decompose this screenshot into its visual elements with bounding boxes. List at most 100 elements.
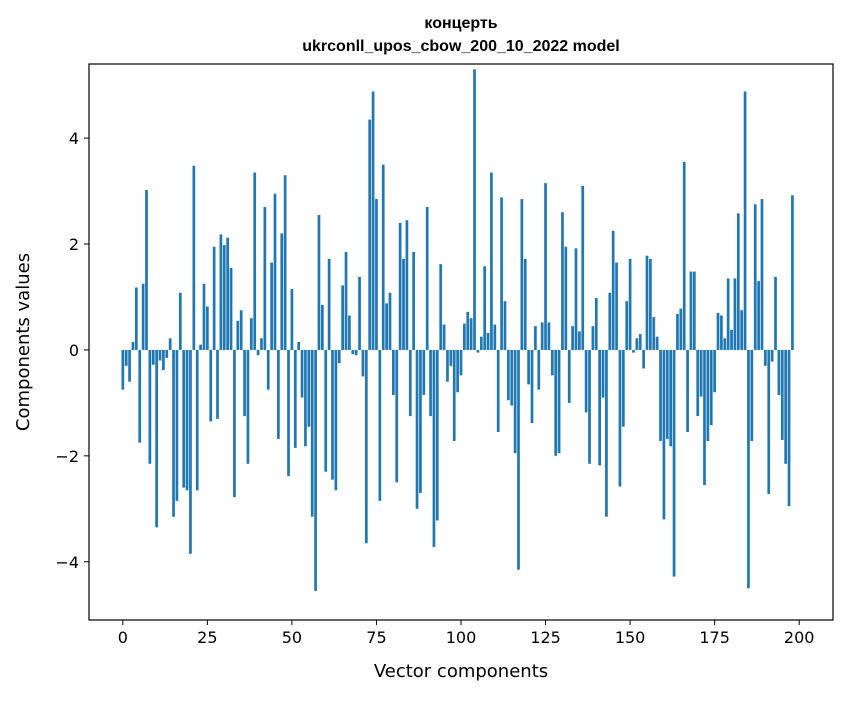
bar-component-152	[635, 338, 639, 350]
x-tick-label: 50	[282, 628, 302, 647]
bar-component-40	[256, 349, 260, 356]
bar-component-162	[669, 349, 673, 447]
bar-component-8	[148, 349, 152, 464]
bar-component-32	[229, 267, 233, 350]
bar-component-74	[371, 91, 375, 350]
bar-component-43	[266, 349, 270, 390]
bar-component-89	[422, 349, 426, 395]
bar-component-125	[544, 183, 547, 350]
bar-component-10	[155, 349, 158, 528]
bar-component-113	[503, 301, 507, 350]
x-tick-label: 175	[699, 628, 730, 647]
bar-component-30	[222, 245, 226, 350]
bar-component-64	[337, 349, 341, 364]
bar-component-151	[632, 349, 635, 353]
bar-component-177	[720, 315, 723, 350]
bar-component-99	[456, 349, 459, 393]
bar-component-66	[344, 251, 348, 350]
bar-component-92	[432, 349, 436, 547]
bar-component-11	[158, 349, 162, 361]
bar-component-85	[408, 349, 412, 417]
bar-component-27	[212, 246, 216, 350]
bar-component-155	[645, 255, 649, 350]
bar-component-105	[476, 349, 480, 353]
bar-component-129	[557, 349, 561, 454]
bar-component-117	[517, 349, 520, 570]
bar-component-163	[672, 349, 676, 577]
bar-component-44	[270, 262, 273, 350]
bar-component-62	[331, 349, 334, 480]
bar-component-7	[145, 190, 148, 350]
bar-component-86	[412, 251, 416, 350]
bar-component-183	[740, 310, 744, 350]
bar-component-195	[780, 349, 784, 440]
bar-component-108	[486, 333, 490, 350]
bar-component-95	[442, 324, 446, 350]
bar-component-164	[676, 313, 679, 350]
bar-component-136	[581, 185, 585, 350]
bar-component-20	[189, 349, 192, 554]
bar-component-137	[584, 349, 588, 413]
bar-component-87	[415, 349, 419, 509]
bar-component-61	[327, 258, 331, 350]
bar-component-120	[527, 349, 530, 385]
bar-component-191	[767, 349, 771, 494]
bar-component-35	[239, 310, 243, 350]
bar-component-48	[283, 175, 287, 350]
bar-component-148	[621, 349, 625, 427]
bar-component-103	[469, 318, 473, 350]
bar-component-181	[733, 278, 737, 350]
bar-component-98	[452, 349, 456, 442]
bar-component-142	[601, 349, 605, 398]
bar-component-79	[388, 292, 392, 350]
bar-component-70	[358, 276, 361, 350]
bar-component-124	[540, 322, 544, 350]
bar-component-132	[567, 349, 571, 403]
chart-title: концерть	[424, 15, 497, 32]
bar-component-161	[665, 349, 669, 439]
bar-component-91	[429, 349, 432, 417]
bar-component-121	[530, 349, 534, 424]
bar-component-187	[753, 204, 757, 350]
x-tick-label: 125	[530, 628, 561, 647]
bar-component-174	[709, 349, 713, 426]
bar-component-180	[730, 329, 733, 350]
bar-component-109	[490, 172, 493, 350]
bar-component-193	[774, 276, 777, 350]
bar-component-94	[439, 264, 443, 350]
bar-component-76	[378, 349, 382, 501]
bar-component-115	[510, 349, 514, 406]
bar-component-107	[483, 266, 487, 350]
bar-component-140	[594, 298, 598, 350]
bar-component-123	[537, 349, 541, 390]
bar-component-131	[564, 246, 568, 350]
bar-component-1	[124, 349, 128, 366]
bar-component-19	[185, 349, 189, 491]
bar-component-185	[747, 349, 750, 589]
bar-component-178	[723, 338, 727, 350]
bar-component-171	[699, 349, 703, 397]
bar-component-14	[168, 338, 172, 350]
bar-component-154	[642, 349, 645, 369]
bar-component-12	[162, 349, 165, 371]
bar-component-6	[141, 283, 145, 350]
bar-component-33	[233, 349, 236, 498]
bar-component-75	[375, 199, 378, 350]
bar-component-146	[615, 262, 618, 350]
bar-component-128	[554, 349, 558, 456]
bar-component-156	[649, 258, 652, 350]
bar-component-16	[175, 349, 179, 501]
bar-component-68	[351, 349, 355, 355]
bar-component-2	[128, 349, 131, 382]
bar-component-189	[760, 199, 764, 350]
bar-component-126	[547, 322, 551, 350]
bar-component-97	[449, 349, 453, 366]
bar-component-145	[611, 230, 615, 350]
y-axis-label: Components values	[13, 253, 34, 431]
bar-component-84	[405, 220, 409, 350]
bar-component-38	[249, 318, 253, 350]
bar-component-101	[463, 323, 466, 350]
bar-component-159	[659, 349, 662, 442]
bar-component-58	[317, 214, 321, 350]
